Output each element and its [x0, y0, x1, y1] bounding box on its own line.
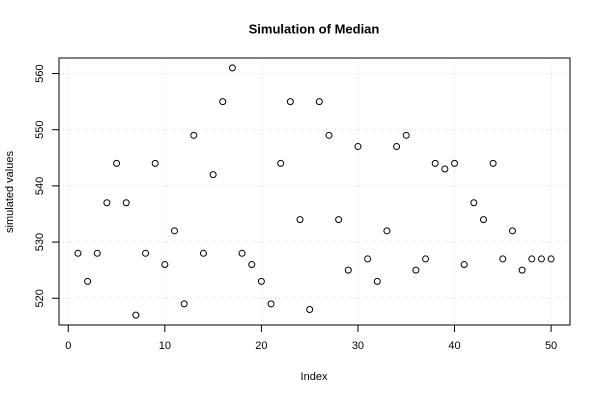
point — [248, 261, 256, 269]
point — [383, 227, 391, 235]
y-axis-label: simulated values — [4, 151, 16, 233]
point — [518, 266, 526, 274]
plot-frame — [58, 57, 571, 326]
point — [499, 255, 507, 263]
point — [547, 255, 555, 263]
point — [103, 199, 111, 207]
x-tick-label: 0 — [65, 340, 71, 352]
point — [286, 98, 294, 106]
y-tick-label: 520 — [34, 289, 46, 307]
point — [422, 255, 430, 263]
point — [306, 305, 314, 313]
chart-title: Simulation of Median — [249, 21, 380, 36]
point — [373, 277, 381, 285]
point — [122, 199, 130, 207]
point — [441, 165, 449, 173]
point — [84, 277, 92, 285]
point — [277, 159, 285, 167]
point — [170, 227, 178, 235]
point — [190, 131, 198, 139]
point — [460, 261, 468, 269]
x-axis-label: Index — [301, 371, 328, 383]
point — [132, 311, 140, 319]
y-tick-label: 540 — [34, 177, 46, 195]
point — [209, 171, 217, 179]
point — [238, 249, 246, 257]
y-tick-label: 550 — [34, 121, 46, 139]
point — [113, 159, 121, 167]
point — [93, 249, 101, 257]
point — [412, 266, 420, 274]
point — [267, 300, 275, 308]
point — [74, 249, 82, 257]
point — [393, 143, 401, 151]
point — [431, 159, 439, 167]
point — [537, 255, 545, 263]
point — [528, 255, 536, 263]
point — [199, 249, 207, 257]
point — [364, 255, 372, 263]
x-tick-label: 20 — [255, 340, 267, 352]
y-tick-label: 530 — [34, 233, 46, 251]
point — [180, 300, 188, 308]
point — [354, 143, 362, 151]
point — [402, 131, 410, 139]
point — [470, 199, 478, 207]
point — [325, 131, 333, 139]
x-tick-label: 10 — [159, 340, 171, 352]
point — [161, 261, 169, 269]
point — [315, 98, 323, 106]
x-tick-label: 50 — [545, 340, 557, 352]
y-tick-label: 560 — [34, 64, 46, 82]
point — [451, 159, 459, 167]
x-tick-label: 30 — [352, 340, 364, 352]
x-tick-label: 40 — [448, 340, 460, 352]
point — [257, 277, 265, 285]
point — [151, 159, 159, 167]
point — [489, 159, 497, 167]
point — [228, 64, 236, 72]
point — [335, 216, 343, 224]
point — [508, 227, 516, 235]
point — [344, 266, 352, 274]
point — [219, 98, 227, 106]
point — [142, 249, 150, 257]
point — [479, 216, 487, 224]
point — [296, 216, 304, 224]
